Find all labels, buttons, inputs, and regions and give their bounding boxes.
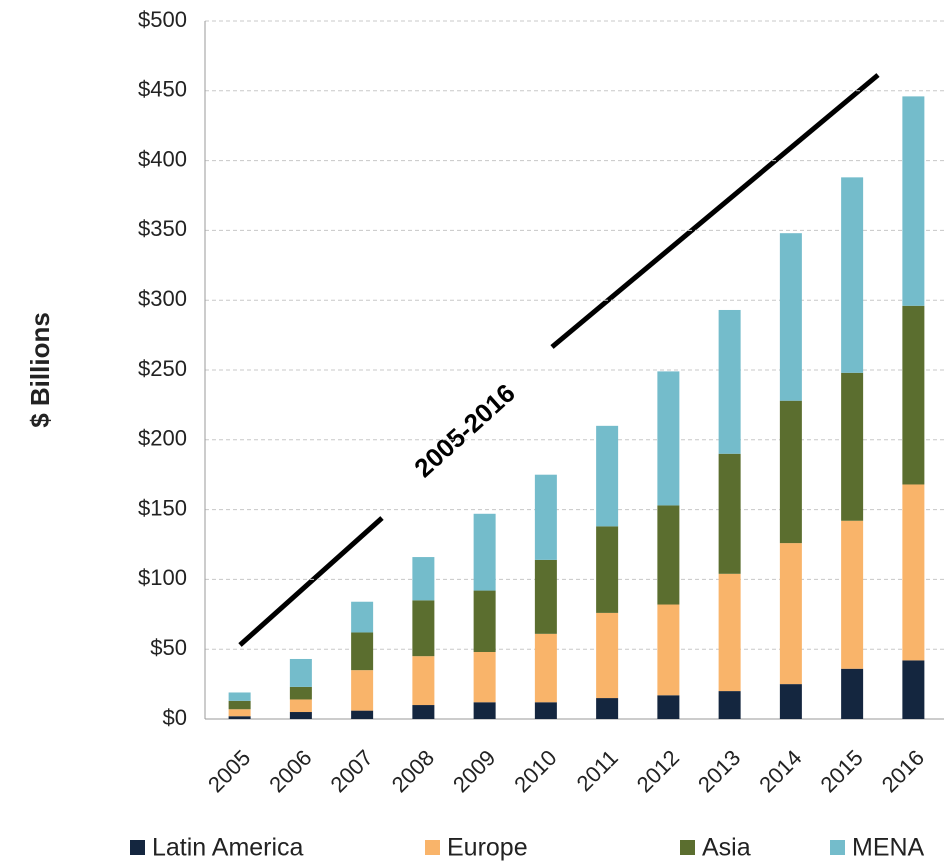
bar-segment — [841, 372, 864, 521]
bar-segment — [718, 691, 741, 719]
bar-segment — [228, 700, 251, 710]
x-tick-label: 2010 — [509, 745, 561, 797]
x-tick-label: 2009 — [448, 745, 500, 797]
bar-segment — [289, 686, 312, 700]
bar-segment — [596, 526, 619, 613]
legend-label: Asia — [702, 834, 751, 862]
bar-segment — [902, 660, 925, 719]
bar-segment — [473, 651, 496, 703]
y-axis-label: $ Billions — [25, 312, 55, 428]
y-tick-label: $500 — [138, 7, 187, 32]
bar-segment — [657, 604, 680, 696]
y-tick-label: $300 — [138, 286, 187, 311]
x-tick-label: 2006 — [264, 745, 316, 797]
y-tick-label: $150 — [138, 495, 187, 520]
bar-segment — [473, 590, 496, 652]
bar-segment — [412, 705, 435, 719]
x-tick-label: 2011 — [572, 745, 623, 796]
bar-segment — [289, 699, 312, 713]
bar-segment — [289, 712, 312, 719]
annotation: 2005-2016 — [408, 378, 520, 483]
trend-line — [550, 73, 880, 349]
bar-segment — [228, 692, 251, 701]
bar-segment — [351, 632, 374, 671]
bar-segment — [534, 633, 557, 703]
bar-segment — [657, 371, 680, 506]
bar-segment — [412, 557, 435, 601]
bar-segment — [657, 505, 680, 605]
y-tick-label: $50 — [150, 635, 187, 660]
bar-segment — [779, 400, 802, 544]
legend-swatch — [830, 840, 845, 855]
bar-segment — [902, 96, 925, 306]
bar-segment — [841, 177, 864, 373]
legend-label: Latin America — [152, 834, 304, 862]
bar-segment — [718, 453, 741, 574]
bar-segment — [718, 573, 741, 692]
bar-segment — [902, 305, 925, 485]
legend-swatch — [680, 840, 695, 855]
bar-segment — [657, 695, 680, 719]
bar-segment — [841, 520, 864, 669]
bar-segment — [473, 513, 496, 591]
bar-segment — [596, 612, 619, 699]
y-tick-label: $400 — [138, 146, 187, 171]
bar-segment — [534, 559, 557, 634]
bar-segment — [228, 709, 251, 717]
bar-segment — [534, 702, 557, 719]
bar-segment — [779, 684, 802, 719]
bar-segment — [779, 233, 802, 401]
x-tick-label: 2016 — [877, 745, 929, 797]
x-tick-label: 2005 — [203, 745, 255, 797]
bar-segment — [412, 656, 435, 706]
bar-segment — [902, 484, 925, 661]
legend-label: Europe — [447, 834, 528, 862]
bar-segment — [351, 601, 374, 633]
y-tick-label: $100 — [138, 565, 187, 590]
trend-line — [238, 516, 384, 647]
y-tick-label: $0 — [163, 705, 187, 730]
y-tick-label: $250 — [138, 356, 187, 381]
bar-segment — [228, 716, 251, 719]
y-tick-label: $450 — [138, 77, 187, 102]
bar-segment — [596, 698, 619, 719]
bar-segment — [412, 600, 435, 657]
legend-swatch — [130, 840, 145, 855]
bar-segment — [779, 543, 802, 685]
bar-segment — [841, 668, 864, 719]
bar-segment — [351, 710, 374, 719]
bar-segment — [534, 474, 557, 560]
y-tick-label: $350 — [138, 216, 187, 241]
bar-segment — [596, 425, 619, 527]
legend-label: MENA — [852, 834, 925, 862]
y-tick-label: $200 — [138, 426, 187, 451]
x-tick-label: 2014 — [754, 745, 806, 797]
bar-segment — [351, 670, 374, 711]
x-tick-label: 2013 — [693, 745, 745, 797]
x-tick-label: 2007 — [325, 745, 377, 797]
x-tick-label: 2015 — [815, 745, 867, 797]
bar-segment — [289, 658, 312, 687]
x-tick-label: 2008 — [387, 745, 439, 797]
bar-segment — [718, 309, 741, 454]
bar-segment — [473, 702, 496, 719]
legend-swatch — [425, 840, 440, 855]
x-tick-label: 2012 — [632, 745, 684, 797]
